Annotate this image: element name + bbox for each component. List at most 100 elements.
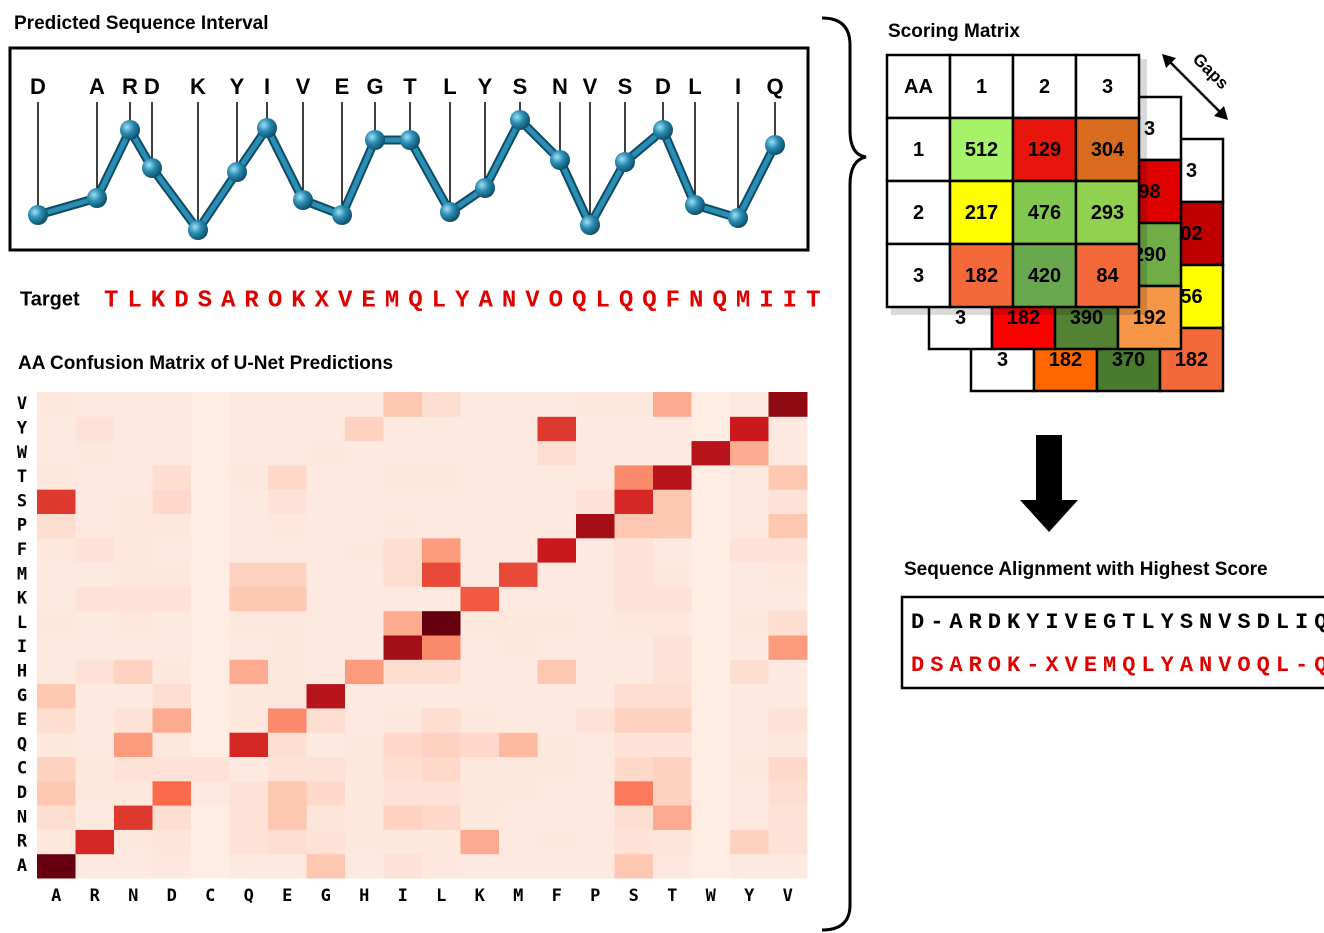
heatmap-cell — [615, 514, 654, 539]
heatmap-cell — [461, 854, 500, 879]
heatmap-cell — [730, 829, 769, 854]
heatmap-cell — [384, 708, 423, 733]
heatmap-cell — [692, 514, 731, 539]
heatmap-cell — [422, 854, 461, 879]
heatmap-cell — [114, 562, 153, 587]
heatmap-cell — [730, 611, 769, 636]
heatmap-cell — [538, 441, 577, 466]
target-sequence: TLKDSAROKXVEMQLYANVOQLQQFNQMIIT — [104, 287, 829, 314]
x-tick-label: E — [282, 886, 292, 906]
heatmap-cell — [191, 416, 230, 441]
heatmap-cell — [615, 805, 654, 830]
residue-ball — [615, 152, 635, 172]
heatmap-cell — [769, 416, 808, 441]
heatmap-cell — [538, 854, 577, 879]
heatmap-cell — [538, 416, 577, 441]
heatmap-cell — [230, 854, 269, 879]
residue-ball — [120, 120, 140, 140]
heatmap-cell — [307, 732, 346, 757]
heatmap-cell — [114, 659, 153, 684]
matrix-cell-text: 476 — [1028, 202, 1061, 224]
heatmap-cell — [422, 489, 461, 514]
heatmap-cell — [461, 732, 500, 757]
heatmap-cell — [730, 757, 769, 782]
heatmap-cell — [37, 854, 76, 879]
heatmap-cell — [461, 586, 500, 611]
heatmap-cell — [191, 854, 230, 879]
heatmap-cell — [422, 635, 461, 660]
heatmap-cell — [153, 805, 192, 830]
heatmap-cell — [730, 732, 769, 757]
heatmap-cell — [499, 514, 538, 539]
heatmap-cell — [230, 732, 269, 757]
heatmap-cell — [538, 514, 577, 539]
heatmap-cell — [499, 489, 538, 514]
heatmap-cell — [345, 465, 384, 490]
heatmap-cell — [230, 829, 269, 854]
heatmap-cell — [653, 854, 692, 879]
heatmap-cell — [153, 416, 192, 441]
heatmap-cell — [114, 708, 153, 733]
matrix-cell-text: 1 — [913, 139, 924, 161]
heatmap-cell — [730, 392, 769, 417]
heatmap-cell — [268, 684, 307, 709]
residue-letter: V — [583, 74, 598, 99]
heatmap-cell — [653, 514, 692, 539]
heatmap-cell — [499, 708, 538, 733]
residue-letter: D — [655, 74, 671, 99]
heatmap-cell — [345, 441, 384, 466]
residue-letter: N — [552, 74, 568, 99]
heatmap-cell — [499, 441, 538, 466]
heatmap-cell — [422, 829, 461, 854]
heatmap-cell — [268, 635, 307, 660]
heatmap-cell — [499, 538, 538, 563]
heatmap-cell — [730, 684, 769, 709]
residue-ball — [510, 110, 530, 130]
heatmap-cell — [615, 611, 654, 636]
heatmap-cell — [692, 392, 731, 417]
heatmap-cell — [769, 562, 808, 587]
y-tick-label: T — [17, 467, 27, 487]
heatmap-cell — [615, 416, 654, 441]
matrix-cell-text: 182 — [1049, 349, 1082, 371]
heatmap-cell — [307, 514, 346, 539]
heatmap-cell — [230, 586, 269, 611]
heatmap-cell — [230, 781, 269, 806]
matrix-cell-text: 3 — [1102, 76, 1113, 98]
heatmap-cell — [461, 659, 500, 684]
alignment-line: DSAROK-XVEMQLYANVOQL-Q — [911, 653, 1324, 678]
heatmap-cell — [37, 611, 76, 636]
matrix-cell-text: 304 — [1091, 139, 1125, 161]
heatmap-cell — [268, 611, 307, 636]
heatmap-cell — [538, 684, 577, 709]
heatmap-cell — [345, 659, 384, 684]
heatmap-cell — [538, 659, 577, 684]
heatmap-cell — [114, 586, 153, 611]
heatmap-cell — [153, 465, 192, 490]
heatmap-cell — [576, 441, 615, 466]
heatmap-cell — [615, 586, 654, 611]
heatmap-cell — [345, 708, 384, 733]
heatmap-cell — [653, 805, 692, 830]
heatmap-cell — [37, 829, 76, 854]
heatmap-cell — [538, 465, 577, 490]
heatmap-cell — [769, 659, 808, 684]
x-tick-label: V — [783, 886, 793, 906]
heatmap-cell — [268, 829, 307, 854]
heatmap-cell — [384, 514, 423, 539]
heatmap-cell — [230, 392, 269, 417]
heatmap-cell — [422, 514, 461, 539]
heatmap-cell — [499, 416, 538, 441]
residue-ball — [257, 118, 277, 138]
heatmap-cell — [384, 538, 423, 563]
heatmap-cell — [769, 829, 808, 854]
residue-ball — [188, 220, 208, 240]
residue-ball — [365, 130, 385, 150]
heatmap-cell — [422, 659, 461, 684]
y-tick-label: W — [17, 443, 28, 463]
heatmap-cell — [615, 635, 654, 660]
heatmap-cell — [461, 562, 500, 587]
heatmap-cell — [191, 829, 230, 854]
heatmap-cell — [191, 514, 230, 539]
heatmap-cell — [37, 392, 76, 417]
